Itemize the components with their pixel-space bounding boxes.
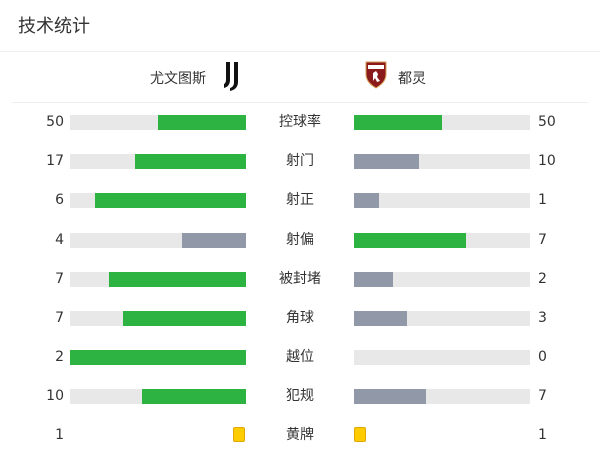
stat-label: 角球 <box>286 310 314 326</box>
away-bar-fill <box>354 233 466 248</box>
away-bar-track <box>354 193 530 208</box>
away-value: 10 <box>538 153 556 169</box>
stat-label: 被封堵 <box>279 271 321 287</box>
home-value: 7 <box>55 271 64 287</box>
home-bar-fill <box>182 233 246 248</box>
away-bar-track <box>354 389 530 404</box>
away-value: 0 <box>538 349 547 365</box>
away-value: 50 <box>538 114 556 130</box>
away-bar-fill <box>354 311 407 326</box>
home-value: 7 <box>55 310 64 326</box>
stat-row: 2 越位 0 <box>0 347 600 367</box>
stat-row: 10 犯规 7 <box>0 386 600 406</box>
divider <box>12 102 588 103</box>
stat-row: 7 被封堵 2 <box>0 269 600 289</box>
away-value: 7 <box>538 232 547 248</box>
away-team-name: 都灵 <box>398 71 426 87</box>
away-bar-fill <box>354 154 420 169</box>
home-bar-track <box>70 154 246 169</box>
stat-row: 6 射正 1 <box>0 190 600 210</box>
stat-label: 犯规 <box>286 388 314 404</box>
home-value: 10 <box>46 388 64 404</box>
home-value: 50 <box>46 114 64 130</box>
home-value: 1 <box>55 427 64 443</box>
away-bar-fill <box>354 115 442 130</box>
away-bar-track <box>354 272 530 287</box>
home-bar-track <box>70 193 246 208</box>
home-bar-fill <box>109 272 246 287</box>
juventus-logo <box>224 62 238 91</box>
home-bar-fill <box>142 389 246 404</box>
home-value: 17 <box>46 153 64 169</box>
away-bar-track <box>354 311 530 326</box>
home-value: 2 <box>55 349 64 365</box>
stat-row: 17 射门 10 <box>0 151 600 171</box>
home-value: 4 <box>55 232 64 248</box>
page-title: 技术统计 <box>18 16 90 37</box>
stat-row: 4 射偏 7 <box>0 230 600 250</box>
teams-header: 尤文图斯 都灵 <box>0 58 600 98</box>
stat-label: 射偏 <box>286 232 314 248</box>
away-value: 1 <box>538 192 547 208</box>
away-value: 1 <box>538 427 547 443</box>
stat-row: 50 控球率 50 <box>0 112 600 132</box>
away-value: 2 <box>538 271 547 287</box>
home-team-name: 尤文图斯 <box>150 71 206 87</box>
home-bar-track <box>70 115 246 130</box>
away-bar-fill <box>354 193 380 208</box>
home-bar-track <box>70 389 246 404</box>
home-bar-track <box>70 311 246 326</box>
stat-label: 射门 <box>286 153 314 169</box>
yellow-card-icon <box>233 427 245 442</box>
home-bar-fill <box>158 115 246 130</box>
home-bar-track <box>70 233 246 248</box>
home-bar-track <box>70 350 246 365</box>
stat-label: 控球率 <box>279 114 321 130</box>
away-bar-fill <box>354 389 427 404</box>
home-value: 6 <box>55 192 64 208</box>
away-bar-track <box>354 350 530 365</box>
away-value: 7 <box>538 388 547 404</box>
stat-label: 射正 <box>286 192 314 208</box>
away-bar-track <box>354 233 530 248</box>
away-bar-track <box>354 154 530 169</box>
home-bar-track <box>70 272 246 287</box>
stat-label: 越位 <box>286 349 314 365</box>
yellow-card-row: 1 黄牌 1 <box>0 425 600 445</box>
divider <box>0 51 600 52</box>
away-value: 3 <box>538 310 547 326</box>
home-bar-fill <box>95 193 246 208</box>
home-bar-fill <box>122 311 246 326</box>
stat-label: 黄牌 <box>286 427 314 443</box>
away-bar-fill <box>354 272 394 287</box>
home-bar-fill <box>70 350 246 365</box>
home-bar-fill <box>135 154 246 169</box>
torino-logo <box>365 61 387 89</box>
stat-row: 7 角球 3 <box>0 308 600 328</box>
yellow-card-icon <box>354 427 366 442</box>
away-bar-track <box>354 115 530 130</box>
